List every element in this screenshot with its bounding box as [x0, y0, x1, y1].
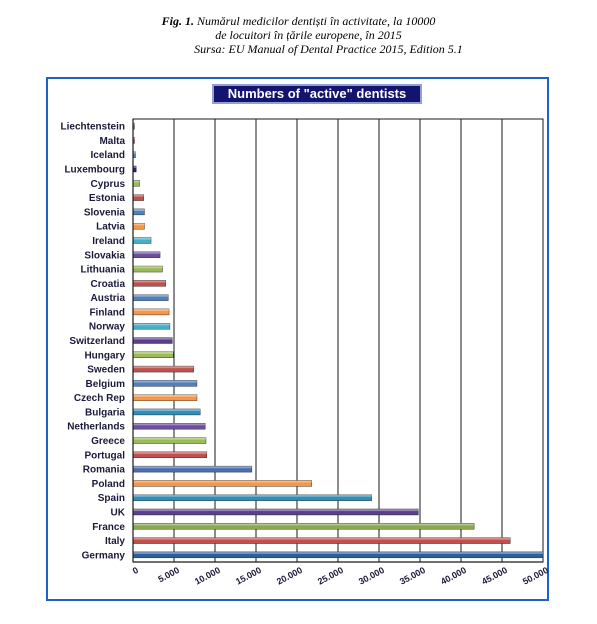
category-label: Portugal	[84, 450, 125, 461]
category-label: Belgium	[86, 379, 126, 390]
bar-highlight	[133, 380, 197, 383]
bar-highlight	[133, 394, 197, 397]
bar-highlight	[133, 351, 174, 354]
category-label: Finland	[89, 307, 125, 318]
bar-highlight	[133, 337, 173, 340]
x-tick-label: 25.000	[316, 565, 345, 587]
figure-caption-line1: Fig. 1. Numărul medicilor dentiști în ac…	[0, 14, 597, 28]
x-tick-label: 50.000	[521, 565, 550, 587]
x-tick-label: 20.000	[275, 565, 304, 587]
bar-highlight	[133, 480, 312, 483]
category-label: Ireland	[92, 236, 125, 247]
category-label: France	[92, 522, 125, 533]
bar-highlight	[133, 266, 163, 269]
category-label: Germany	[82, 550, 126, 561]
bar-highlight	[133, 280, 166, 283]
x-tick-label: 10.000	[193, 565, 222, 587]
bar-highlight	[133, 323, 170, 326]
figure-source-line: Sursa: EU Manual of Dental Practice 2015…	[194, 42, 463, 56]
bar-highlight	[133, 423, 206, 426]
bar-highlight	[133, 408, 201, 412]
category-label: Latvia	[96, 222, 125, 233]
category-label: UK	[111, 507, 126, 518]
category-label: Sweden	[87, 365, 125, 376]
bar-highlight	[133, 466, 252, 469]
bar-highlight	[133, 551, 543, 554]
bar-highlight	[133, 508, 419, 512]
category-label: Lithuania	[81, 265, 126, 276]
bar-highlight	[133, 308, 170, 312]
x-tick-label: 40.000	[439, 565, 468, 587]
bar-highlight	[133, 251, 161, 254]
figure-caption-line2: de locuitori în țările europene, în 2015	[215, 28, 402, 42]
category-label: Croatia	[91, 279, 126, 290]
bar-highlight	[133, 237, 152, 240]
category-label: Poland	[92, 479, 125, 490]
category-label: Spain	[98, 493, 125, 504]
category-label: Liechtenstein	[61, 122, 125, 133]
bar-highlight	[133, 137, 135, 140]
x-tick-label: 30.000	[357, 565, 386, 587]
bar-highlight	[133, 366, 194, 369]
category-label: Hungary	[84, 350, 125, 361]
chart-title: Numbers of "active" dentists	[212, 84, 422, 104]
category-label: Italy	[105, 536, 125, 547]
x-tick-label: 15.000	[234, 565, 263, 587]
bar-highlight	[133, 523, 475, 526]
bar-highlight	[133, 223, 145, 226]
bar-highlight	[133, 151, 136, 154]
category-label: Cyprus	[91, 179, 126, 190]
bar-highlight	[133, 437, 206, 440]
x-tick-label: 45.000	[480, 565, 509, 587]
category-label: Luxembourg	[64, 165, 125, 176]
category-label: Netherlands	[67, 422, 125, 433]
category-label: Romania	[83, 465, 126, 476]
x-tick-label: 5.000	[156, 565, 181, 584]
bar-highlight	[133, 494, 372, 497]
bar-highlight	[133, 294, 169, 297]
bar-highlight	[133, 208, 145, 211]
figure-caption-label: Fig. 1.	[161, 14, 195, 28]
category-label: Bulgaria	[85, 407, 125, 418]
bar-highlight	[133, 537, 511, 540]
bar-highlight	[133, 194, 144, 197]
category-label: Malta	[99, 136, 125, 147]
category-label: Estonia	[89, 193, 126, 204]
category-label: Austria	[91, 293, 126, 304]
bar-highlight	[133, 451, 207, 454]
category-label: Switzerland	[69, 336, 125, 347]
bar-highlight	[133, 123, 135, 126]
bar-highlight	[133, 166, 137, 169]
figure-caption-text: Numărul medicilor dentiști în activitate…	[194, 14, 436, 28]
category-label: Greece	[91, 436, 125, 447]
category-label: Iceland	[91, 150, 125, 161]
bar-highlight	[133, 180, 140, 183]
x-tick-label: 35.000	[398, 565, 427, 587]
category-label: Norway	[89, 322, 126, 333]
category-label: Czech Rep	[74, 393, 125, 404]
x-tick-label: 0	[131, 565, 140, 576]
category-label: Slovakia	[84, 250, 125, 261]
category-label: Slovenia	[84, 207, 126, 218]
